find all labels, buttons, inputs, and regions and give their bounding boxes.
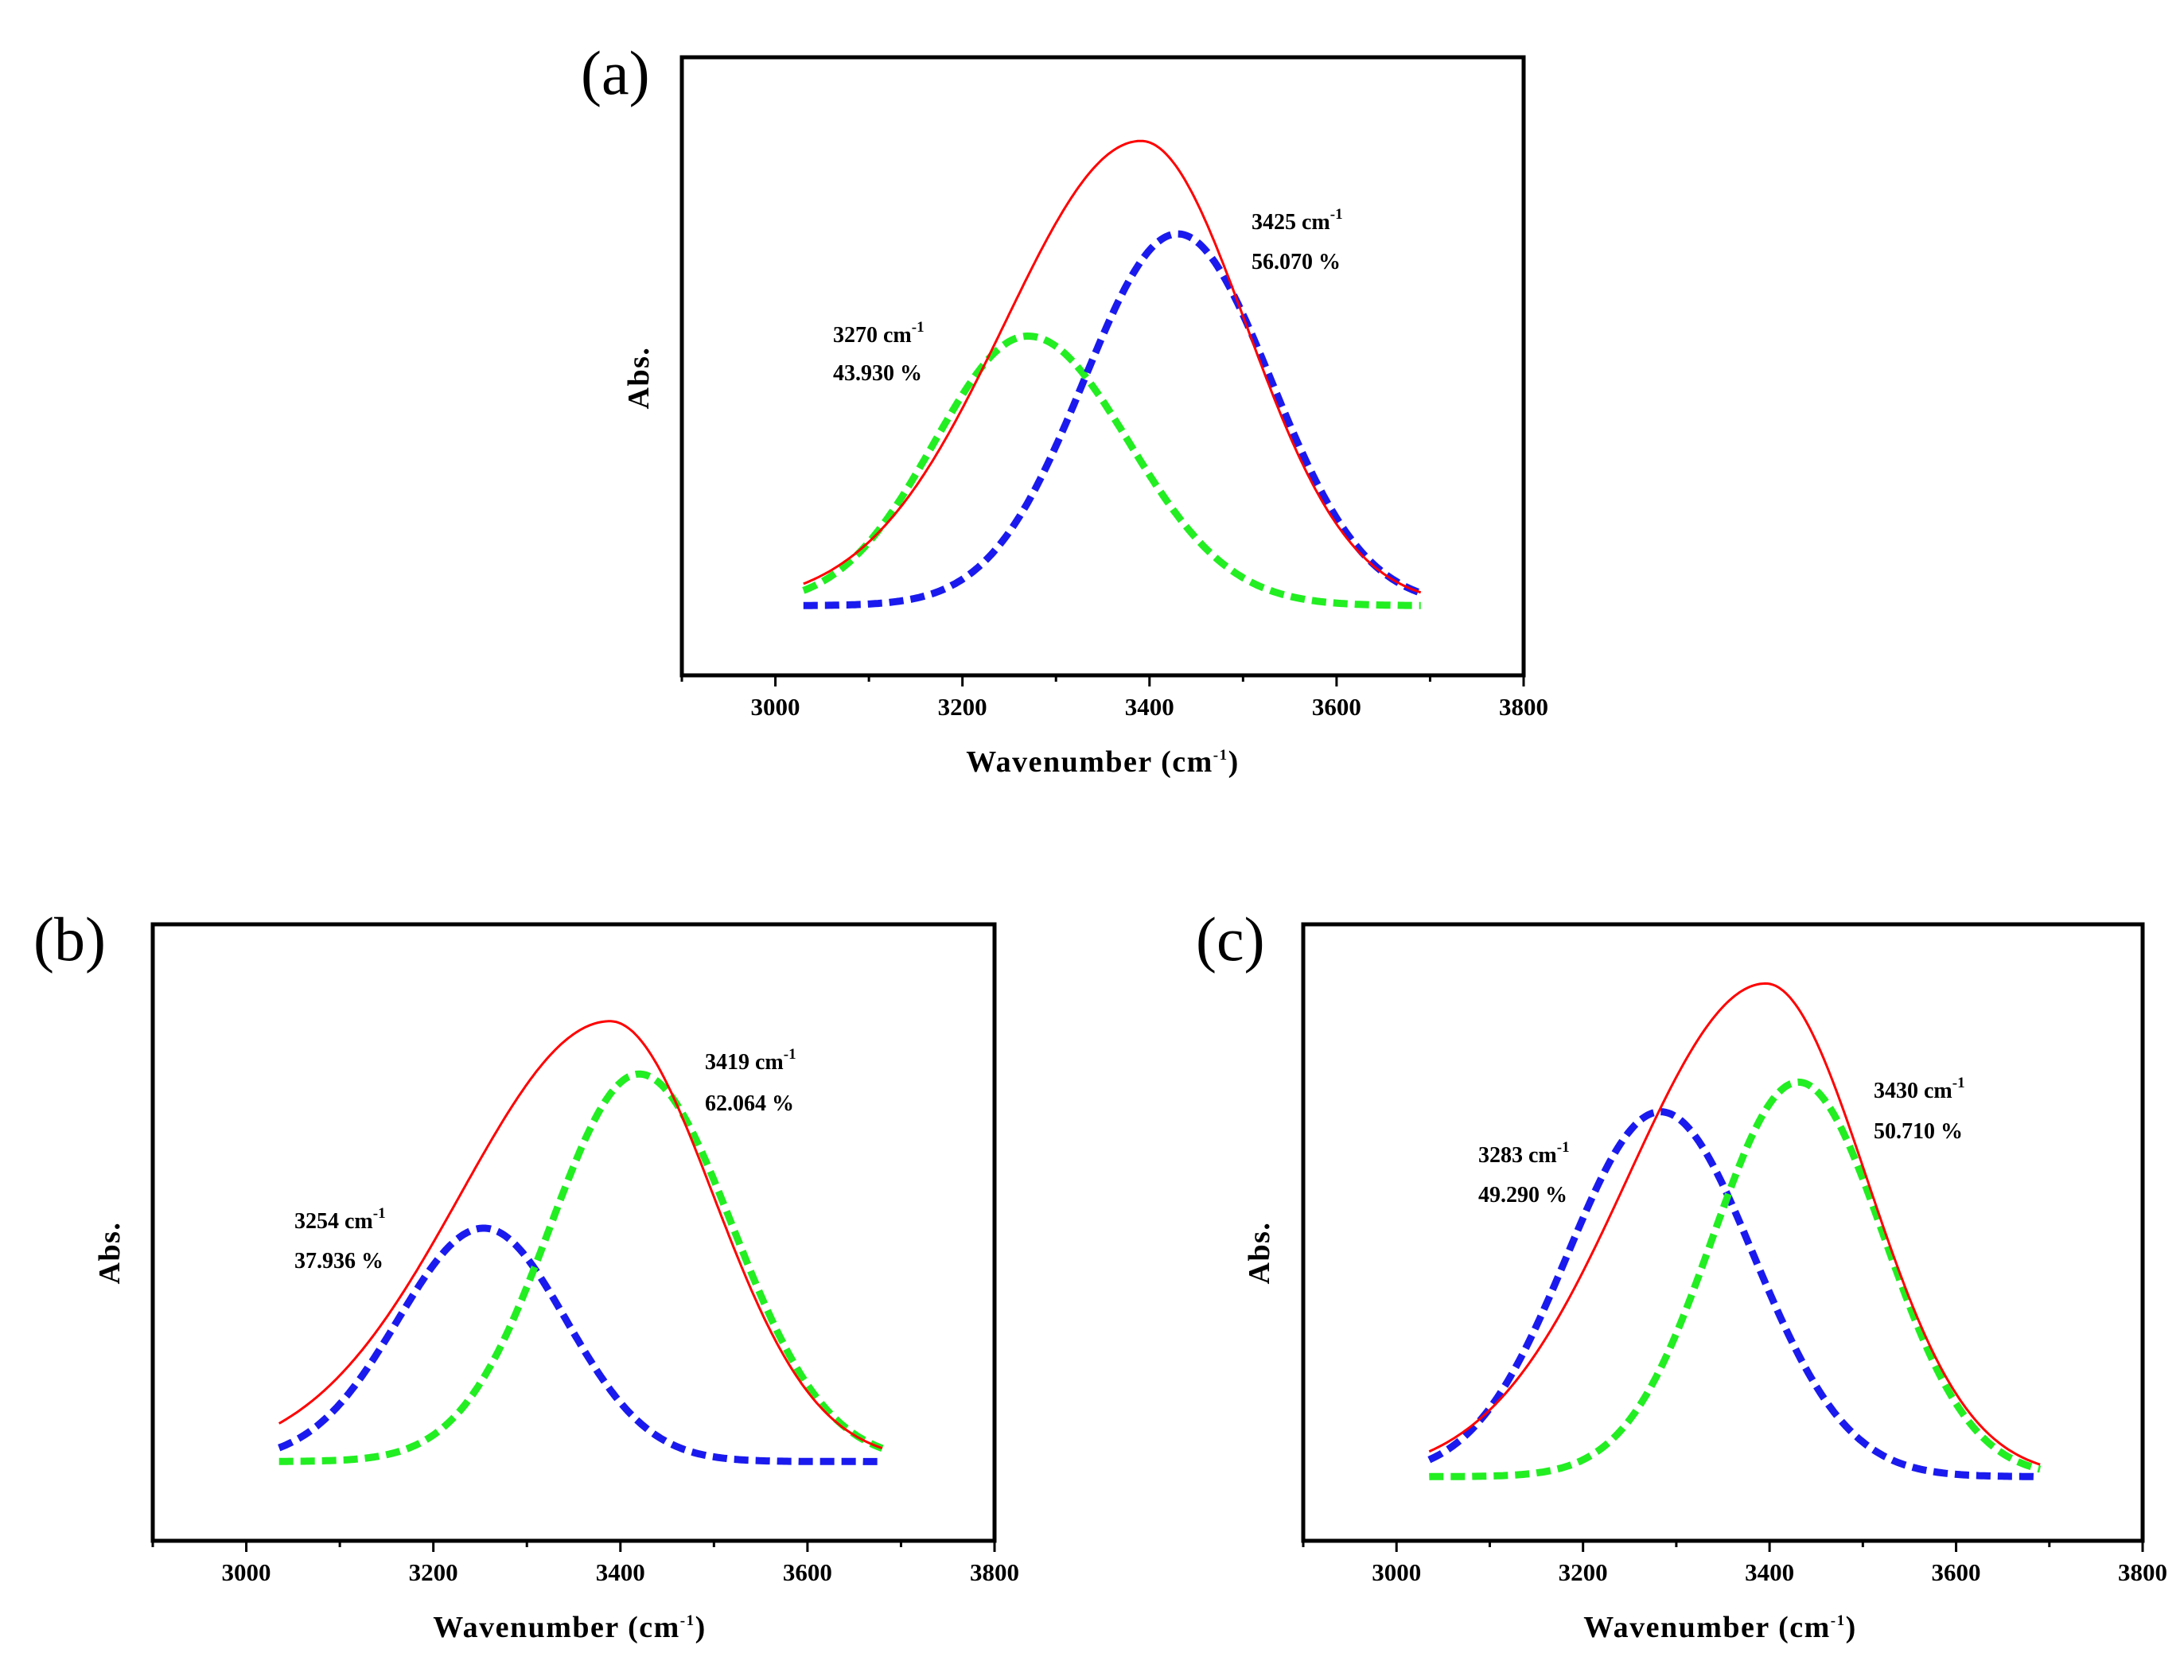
y-axis-label: Abs. (93, 1222, 127, 1285)
x-tick-label: 3200 (938, 693, 987, 721)
x-axis-label: Wavenumber (cm-1) (433, 1611, 707, 1644)
x-axis-ticks: 3000 3200 3400 3600 3800 (680, 675, 1548, 721)
component-peak-curve (278, 1224, 884, 1465)
x-tick-label: 3200 (409, 1558, 458, 1586)
peak-annotation-2-wavenumber: 3430 cm-1 (1874, 1075, 1965, 1103)
peak-annotation-2-wavenumber: 3419 cm-1 (705, 1046, 796, 1075)
component-peak-curve (1427, 1078, 2042, 1480)
x-tick-label: 3400 (596, 1558, 645, 1586)
x-tick-label: 3600 (1932, 1558, 1981, 1586)
x-tick-label: 3200 (1559, 1558, 1608, 1586)
x-axis-label: Wavenumber (cm-1) (966, 745, 1240, 779)
x-tick-label: 3000 (1372, 1558, 1421, 1586)
chart-panel-a: (a) 3000 3200 3400 3600 3800 Abs. Wavenumber… (581, 38, 1548, 779)
x-tick-label: 3000 (751, 693, 800, 721)
plot-frame (679, 55, 1526, 678)
curves (1427, 982, 2042, 1480)
x-tick-label: 3800 (1499, 693, 1548, 721)
peak-annotation-1-wavenumber: 3254 cm-1 (294, 1205, 386, 1234)
peak-annotation-1-percent: 37.936 % (294, 1249, 383, 1274)
y-axis-label: Abs. (1243, 1222, 1276, 1285)
chart-panel-b: (b) 3000 3200 3400 3600 3800 Abs. Wavenumber… (33, 904, 1019, 1644)
peak-annotation-2-wavenumber: 3425 cm-1 (1252, 206, 1343, 235)
peak-annotation-2-percent: 62.064 % (705, 1091, 794, 1116)
component-peak-curve (1427, 1108, 2042, 1480)
peak-annotation-1-percent: 43.930 % (833, 361, 922, 386)
x-tick-label: 3000 (222, 1558, 271, 1586)
component-peak-curve (802, 230, 1423, 609)
x-axis-ticks: 3000 3200 3400 3600 3800 (1302, 1541, 2167, 1586)
plot-frame (1301, 922, 2145, 1543)
x-tick-label: 3600 (1312, 693, 1361, 721)
x-tick-label: 3800 (970, 1558, 1019, 1586)
envelope-curve (803, 139, 1422, 594)
component-peak-curve (802, 332, 1422, 609)
x-tick-label: 3600 (783, 1558, 832, 1586)
plot-frame (150, 922, 997, 1543)
peak-annotation-1-wavenumber: 3270 cm-1 (833, 319, 925, 348)
envelope-curve (278, 1020, 883, 1450)
y-axis-label: Abs. (622, 347, 656, 410)
x-tick-label: 3800 (2118, 1558, 2167, 1586)
peak-annotation-2-percent: 56.070 % (1252, 250, 1341, 274)
peak-annotation-1-wavenumber: 3283 cm-1 (1478, 1139, 1570, 1168)
x-tick-label: 3400 (1125, 693, 1174, 721)
curves (278, 1020, 884, 1465)
peak-annotation-1-percent: 49.290 % (1478, 1183, 1567, 1208)
x-axis-ticks: 3000 3200 3400 3600 3800 (151, 1541, 1019, 1586)
curves (802, 139, 1423, 609)
panel-label-b: (b) (33, 904, 106, 974)
panel-label-a: (a) (581, 38, 650, 107)
panel-label-c: (c) (1196, 904, 1265, 974)
chart-panel-c: (c) 3000 3200 3400 3600 3800 Abs. Wavenumber… (1196, 904, 2167, 1644)
peak-annotation-2-percent: 50.710 % (1874, 1119, 1963, 1144)
envelope-curve (1428, 982, 2041, 1466)
x-tick-label: 3400 (1745, 1558, 1794, 1586)
x-axis-label: Wavenumber (cm-1) (1583, 1611, 1857, 1644)
component-peak-curve (278, 1070, 884, 1465)
